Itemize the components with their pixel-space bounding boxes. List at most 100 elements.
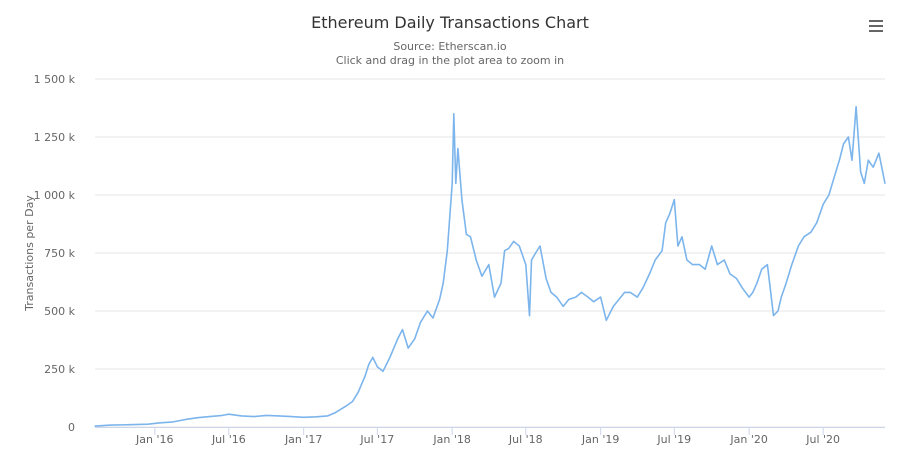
data-point [741, 287, 743, 289]
data-point [752, 291, 754, 293]
data-point [221, 414, 223, 416]
data-point [159, 422, 162, 424]
chart-context-menu-button[interactable] [862, 14, 890, 38]
hamburger-icon [869, 20, 883, 22]
data-point [530, 259, 533, 261]
data-point [587, 296, 589, 298]
data-point [382, 370, 384, 372]
data-point [838, 159, 841, 161]
data-point [878, 152, 880, 154]
data-point [368, 363, 370, 365]
data-point [665, 222, 667, 224]
data-point [315, 416, 317, 418]
data-point [816, 222, 818, 224]
data-point [692, 264, 694, 266]
chart-title: Ethereum Daily Transactions Chart [311, 13, 589, 32]
data-point [575, 296, 577, 298]
data-point [654, 259, 656, 261]
data-point [669, 213, 671, 215]
hamburger-icon [869, 30, 883, 32]
data-point [426, 310, 428, 312]
data-point [780, 296, 782, 298]
data-point [493, 296, 496, 298]
data-point [372, 356, 374, 358]
data-point [593, 301, 595, 303]
hamburger-icon [869, 25, 883, 27]
data-point [803, 236, 805, 238]
data-point [303, 416, 305, 418]
data-point [636, 296, 638, 298]
data-point [481, 275, 483, 277]
data-point [855, 106, 857, 108]
x-axis: Jan '16 Jul '16 Jan '17 Jul '17 Jan '18 Jul '… [95, 427, 885, 446]
subtitle-zoom-hint: Click and drag in the plot area to zoom … [335, 54, 565, 67]
data-point [851, 159, 853, 161]
data-point [677, 245, 679, 247]
data-point [518, 245, 520, 247]
data-point [357, 391, 359, 393]
data-point [756, 282, 758, 284]
data-point [748, 296, 750, 298]
x-tick-label: Jan '20 [729, 433, 767, 446]
x-tick-label: Jan '19 [581, 433, 619, 446]
data-point [686, 259, 688, 261]
grid-lines [95, 78, 885, 428]
data-point [735, 277, 738, 280]
data-point [568, 298, 570, 300]
data-point [550, 291, 552, 293]
data-point [785, 282, 787, 284]
data-point [797, 245, 800, 247]
data-point [228, 413, 230, 415]
data-point [729, 273, 731, 275]
y-tick-label: 500 k [44, 305, 75, 318]
x-tick-label: Jul '18 [508, 433, 543, 446]
data-point [290, 416, 292, 418]
data-point [648, 273, 651, 275]
data-point [772, 315, 775, 317]
data-point [451, 182, 453, 184]
data-point [562, 305, 564, 307]
data-point [525, 264, 527, 266]
data-point [704, 268, 706, 270]
data-point [629, 291, 631, 293]
x-tick-label: Jul '16 [211, 433, 246, 446]
data-point [504, 250, 506, 252]
data-point [389, 356, 391, 358]
data-point [872, 166, 874, 168]
subtitle-source: Source: Etherscan.io [393, 40, 507, 53]
data-point [253, 416, 255, 418]
data-point [432, 317, 434, 319]
series-line [94, 106, 886, 427]
y-tick-label: 0 [68, 421, 75, 434]
data-point [278, 415, 280, 417]
data-point [716, 264, 719, 266]
data-point [461, 199, 463, 201]
data-point [453, 113, 455, 115]
data-point [822, 203, 824, 205]
data-point [835, 171, 837, 173]
data-point [612, 305, 614, 307]
data-point [528, 315, 531, 317]
data-point [642, 287, 644, 289]
data-point [842, 143, 845, 145]
data-point [475, 259, 477, 261]
y-tick-label: 1 500 k [34, 73, 76, 86]
data-point [661, 250, 663, 252]
data-point [624, 291, 626, 293]
data-point [513, 240, 515, 242]
data-point [777, 310, 779, 312]
data-point [508, 247, 510, 249]
data-point [556, 296, 558, 298]
data-point [867, 159, 869, 161]
data-point [828, 194, 830, 196]
x-tick-label: Jul '20 [805, 433, 840, 446]
data-point [791, 264, 793, 266]
data-point [376, 366, 378, 368]
data-point [419, 322, 421, 324]
data-point [240, 415, 242, 417]
data-point [545, 277, 547, 280]
series-group [94, 106, 886, 427]
data-point [209, 416, 211, 418]
